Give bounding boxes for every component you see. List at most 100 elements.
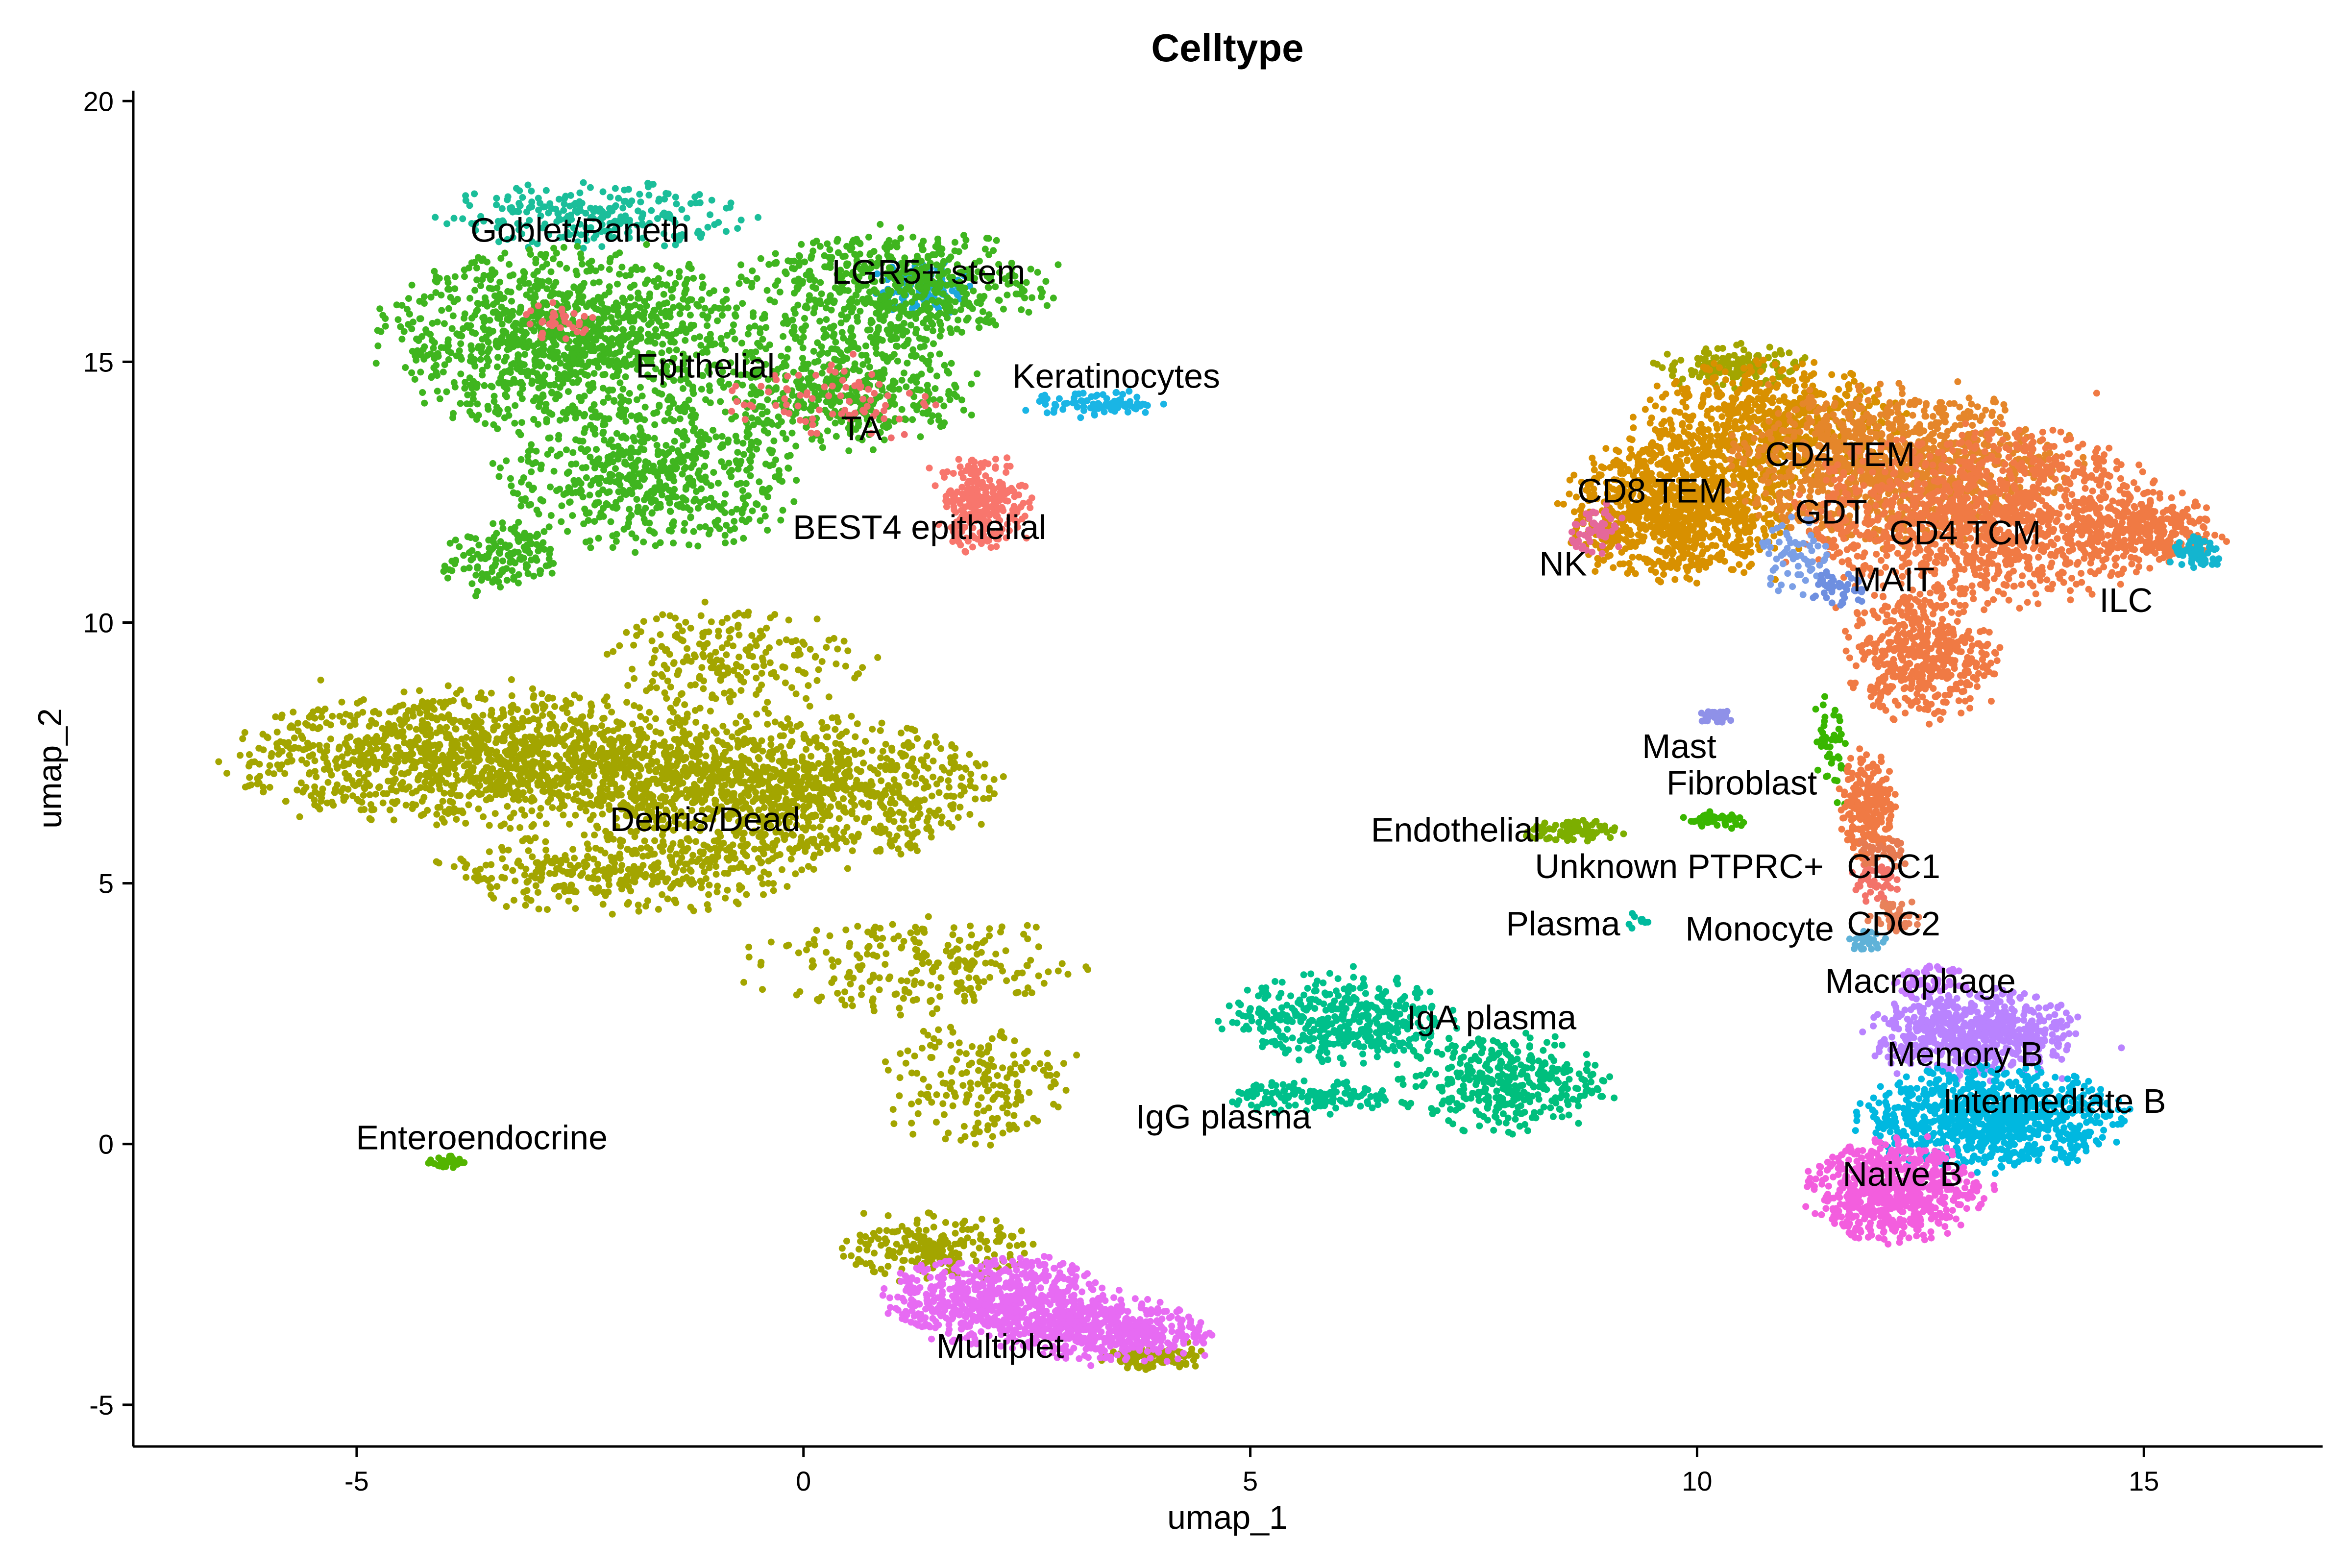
point bbox=[576, 189, 584, 196]
point bbox=[372, 739, 379, 747]
point bbox=[601, 697, 608, 704]
point bbox=[912, 294, 919, 301]
point bbox=[566, 290, 573, 297]
point bbox=[509, 567, 516, 574]
point bbox=[962, 548, 969, 556]
point bbox=[823, 304, 830, 312]
point bbox=[648, 207, 655, 214]
point bbox=[698, 296, 705, 303]
point bbox=[237, 752, 244, 759]
point bbox=[593, 475, 601, 482]
point bbox=[504, 379, 511, 387]
point bbox=[475, 541, 483, 549]
point bbox=[515, 208, 522, 216]
point bbox=[442, 780, 450, 787]
point bbox=[444, 339, 452, 346]
point bbox=[468, 547, 476, 554]
point bbox=[631, 702, 638, 709]
point bbox=[540, 546, 548, 553]
point bbox=[335, 745, 343, 753]
point bbox=[575, 409, 582, 416]
point bbox=[712, 433, 720, 441]
point bbox=[343, 775, 350, 782]
point bbox=[517, 303, 524, 311]
point bbox=[628, 530, 636, 538]
point bbox=[457, 400, 464, 407]
point bbox=[646, 290, 654, 297]
point bbox=[671, 438, 678, 445]
point bbox=[572, 207, 579, 215]
point bbox=[865, 386, 872, 393]
point bbox=[528, 807, 536, 814]
point bbox=[1078, 397, 1085, 404]
point bbox=[723, 332, 731, 339]
point bbox=[566, 202, 574, 210]
point bbox=[665, 474, 673, 482]
point bbox=[694, 470, 702, 477]
point bbox=[682, 400, 689, 408]
point bbox=[424, 807, 431, 814]
point bbox=[540, 203, 547, 211]
point bbox=[530, 572, 538, 580]
point bbox=[517, 456, 525, 463]
point bbox=[557, 360, 564, 367]
point bbox=[434, 388, 441, 395]
point bbox=[798, 241, 805, 248]
point bbox=[729, 328, 736, 335]
point bbox=[817, 279, 824, 286]
point bbox=[969, 305, 976, 312]
point bbox=[657, 539, 664, 546]
point bbox=[582, 350, 588, 357]
point bbox=[640, 468, 647, 476]
point bbox=[583, 474, 590, 481]
point bbox=[429, 319, 436, 327]
point bbox=[771, 298, 778, 306]
point bbox=[936, 350, 943, 358]
point bbox=[554, 210, 562, 217]
point bbox=[604, 454, 612, 461]
point bbox=[690, 528, 697, 535]
point bbox=[922, 393, 929, 400]
point bbox=[444, 574, 451, 582]
point bbox=[642, 458, 649, 466]
point bbox=[668, 520, 676, 528]
point bbox=[560, 811, 567, 819]
point bbox=[573, 328, 581, 336]
point bbox=[1036, 398, 1043, 405]
point bbox=[552, 365, 559, 372]
point bbox=[918, 242, 925, 249]
point bbox=[690, 497, 698, 505]
point bbox=[405, 295, 412, 302]
point bbox=[472, 330, 479, 337]
point bbox=[522, 561, 530, 568]
point bbox=[508, 703, 515, 710]
point bbox=[338, 698, 345, 706]
point bbox=[473, 416, 480, 423]
point bbox=[489, 564, 496, 571]
point bbox=[481, 382, 488, 389]
point bbox=[416, 772, 424, 779]
point bbox=[810, 347, 817, 355]
point bbox=[560, 491, 567, 498]
point bbox=[1042, 278, 1050, 285]
point bbox=[655, 275, 662, 282]
point bbox=[619, 386, 627, 393]
point bbox=[419, 389, 426, 396]
point bbox=[829, 382, 836, 390]
point bbox=[742, 480, 750, 487]
point bbox=[682, 755, 689, 762]
point bbox=[821, 263, 829, 270]
point bbox=[708, 196, 715, 204]
point bbox=[558, 307, 565, 315]
point bbox=[489, 460, 496, 467]
point bbox=[643, 302, 650, 310]
point bbox=[646, 723, 653, 730]
point bbox=[470, 359, 477, 366]
point bbox=[983, 235, 990, 242]
point bbox=[640, 539, 647, 546]
point bbox=[684, 276, 691, 283]
point bbox=[598, 243, 606, 250]
point bbox=[323, 759, 331, 766]
point bbox=[654, 451, 662, 458]
point bbox=[484, 402, 491, 410]
